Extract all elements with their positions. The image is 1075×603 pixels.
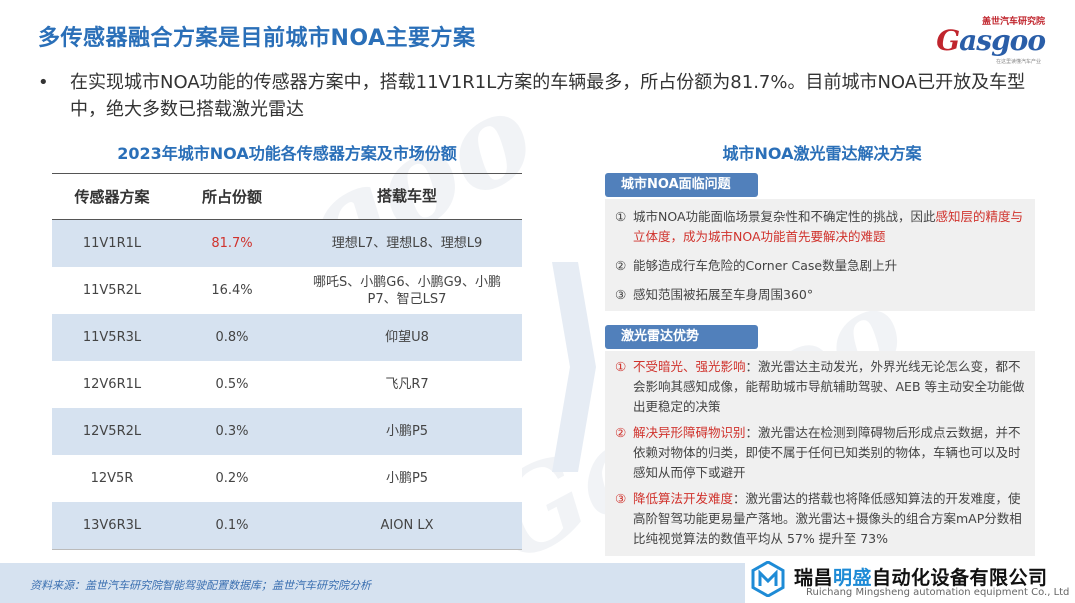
table-row: 13V6R3L 0.1% AION LX [52,502,522,549]
table-title: 2023年城市NOA功能各传感器方案及市场份额 [117,144,457,163]
company-name-highlight: 明盛 [833,567,873,589]
cell-models: 理想L7、理想L8、理想L9 [331,236,483,251]
cell-share: 0.2% [215,471,249,486]
item-text: 城市NOA功能面临场景复杂性和不确定性的挑战，因此 [633,209,936,224]
company-badge: 瑞昌明盛自动化设备有限公司 Ruichang Mingsheng automat… [750,557,1075,603]
table-row: 12V6R1L 0.5% 飞凡R7 [52,361,522,408]
item-number: ③ [615,287,627,302]
header-models: 搭载车型 [376,187,437,205]
footer-bar: 资料来源：盖世汽车研究院智能驾驶配置数据库；盖世汽车研究院分析 [0,563,745,603]
table-body: 11V1R1L 81.7% 理想L7、理想L8、理想L9 11V5R2L 16.… [52,220,522,550]
share-table: 传感器方案 所占份额 搭载车型 11V1R1L 81.7% 理想L7、理想L8、… [52,173,522,550]
advantages-panel: ① 不受暗光、强光影响：激光雷达主动发光，外界光线无论怎么变，都不会影响其感知成… [605,351,1035,556]
item-number: ② [615,258,627,273]
cell-scheme: 12V5R [90,471,134,486]
item-text: ：激光雷达在检测到障碍物后形成点云数据，并不依赖对物体的归类，即使不属于任何已知… [633,425,1021,480]
item-highlight: 感知层的精度与立体度，成为城市NOA功能首先要解决的难题 [633,209,1024,244]
problem-item: ③ 感知范围被拓展至车身周围360° [615,285,1025,305]
company-name-a: 瑞昌 [794,567,834,589]
cell-share: 0.1% [215,518,249,533]
item-text: ：激光雷达的搭载也将降低感知算法的开发难度，使高阶智驾功能更易量产落地。激光雷达… [633,491,1022,546]
cell-models: 小鹏P5 [385,471,429,486]
logo-word: asgoo [959,24,1046,57]
page-title: 多传感器融合方案是目前城市NOA主要方案 [38,26,476,51]
problem-item: ② 能够造成行车危险的Corner Case数量急剧上升 [615,256,1025,276]
cell-scheme: 11V1R1L [82,236,142,251]
cell-share: 81.7% [211,236,253,251]
summary-bullet: • 在实现城市NOA功能的传感器方案中，搭载11V1R1L方案的车辆最多，所占份… [38,69,1058,123]
header-scheme: 传感器方案 [74,188,150,206]
item-text: 感知范围被拓展至车身周围360° [633,287,814,302]
header-share: 所占份额 [201,188,262,206]
cell-scheme: 12V5R2L [82,424,142,439]
table-row: 11V5R3L 0.8% 仰望U8 [52,314,522,361]
cell-share: 0.3% [215,424,249,439]
source-note: 资料来源：盖世汽车研究院智能驾驶配置数据库；盖世汽车研究院分析 [30,579,371,592]
chevron-right-icon [552,262,596,472]
brand-logo: 盖世汽车研究院 Gasgoo 在这里读懂汽车产业 [935,14,1046,68]
cell-models: 飞凡R7 [385,377,429,392]
table-row: 11V5R2L 16.4% 哪吒S、小鹏G6、小鹏G9、小鹏P7、智己LS7 [52,267,522,314]
table-header: 传感器方案 所占份额 搭载车型 [52,173,522,220]
item-number: ① [615,359,627,374]
item-number: ① [615,209,627,224]
cell-share: 0.5% [215,377,249,392]
cell-share: 16.4% [211,283,253,298]
item-number: ② [615,425,627,440]
problem-item: ① 城市NOA功能面临场景复杂性和不确定性的挑战，因此感知层的精度与立体度，成为… [615,207,1025,247]
advantage-item: ① 不受暗光、强光影响：激光雷达主动发光，外界光线无论怎么变，都不会影响其感知成… [615,357,1025,417]
item-number: ③ [615,491,627,506]
cell-models: 小鹏P5 [385,424,429,439]
company-logo-icon [751,561,785,597]
advantage-item: ③ 降低算法开发难度：激光雷达的搭载也将降低感知算法的开发难度，使高阶智驾功能更… [615,489,1025,549]
table-row: 12V5R 0.2% 小鹏P5 [52,455,522,502]
advantage-item: ② 解决异形障碍物识别：激光雷达在检测到障碍物后形成点云数据，并不依赖对物体的归… [615,423,1025,483]
solution-title: 城市NOA激光雷达解决方案 [722,144,922,163]
company-name-b: 自动化设备有限公司 [872,567,1048,589]
problems-panel: ① 城市NOA功能面临场景复杂性和不确定性的挑战，因此感知层的精度与立体度，成为… [605,199,1035,311]
cell-scheme: 11V5R3L [82,330,142,345]
problems-tag: 城市NOA面临问题 [605,173,758,197]
item-heading: 降低算法开发难度 [633,491,734,506]
cell-scheme: 13V6R3L [82,518,142,533]
cell-scheme: 12V6R1L [82,377,142,392]
cell-share: 0.8% [215,330,249,345]
logo-g: G [936,24,960,57]
summary-text: 在实现城市NOA功能的传感器方案中，搭载11V1R1L方案的车辆最多，所占份额为… [70,72,1026,120]
bullet-dot: • [38,72,49,93]
cell-models: AION LX [380,518,434,533]
item-text: ：激光雷达主动发光，外界光线无论怎么变，都不会影响其感知成像，能帮助城市导航辅助… [633,359,1025,414]
logo-wordmark: Gasgoo [936,24,1046,57]
item-heading: 不受暗光、强光影响 [633,359,746,374]
item-text: 能够造成行车危险的Corner Case数量急剧上升 [633,258,898,273]
item-heading: 解决异形障碍物识别 [633,425,746,440]
company-name: 瑞昌明盛自动化设备有限公司 [794,563,1048,590]
cell-scheme: 11V5R2L [82,283,142,298]
company-name-english: Ruichang Mingsheng automation equipment … [806,587,1070,598]
cell-models: 哪吒S、小鹏G6、小鹏G9、小鹏P7、智己LS7 [313,274,501,307]
advantages-tag: 激光雷达优势 [605,325,758,349]
logo-tagline: 在这里读懂汽车产业 [995,59,1041,65]
table-row: 12V5R2L 0.3% 小鹏P5 [52,408,522,455]
cell-models: 仰望U8 [385,330,429,345]
table-row: 11V1R1L 81.7% 理想L7、理想L8、理想L9 [52,220,522,267]
logo-caption: 盖世汽车研究院 [981,17,1045,27]
